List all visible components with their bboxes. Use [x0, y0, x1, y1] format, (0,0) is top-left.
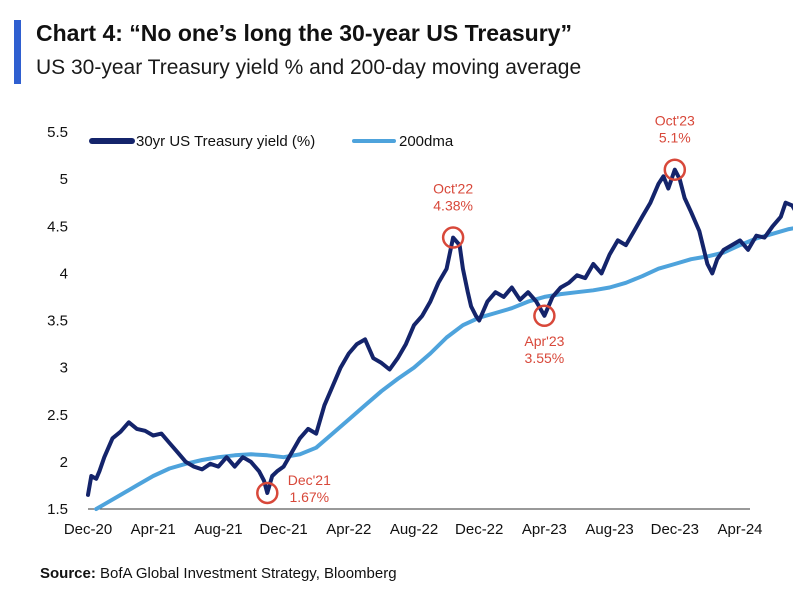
annotation-label-value: 5.1%: [659, 130, 691, 146]
source-text: BofA Global Investment Strategy, Bloombe…: [95, 565, 397, 582]
y-axis: 1.5 2 2.5 3 3.5 4 4.5 5 5.5: [47, 124, 68, 518]
x-tick-label: Aug-21: [194, 521, 242, 538]
annotation-label-value: 3.55%: [525, 350, 565, 366]
title-accent-bar: [14, 20, 21, 84]
x-tick-label: Dec-21: [259, 521, 307, 538]
x-tick-label: Apr-24: [717, 521, 762, 538]
annotation-layer: Dec'211.67% Oct'224.38% Apr'233.55% Oct'235…: [256, 113, 793, 505]
chart-title: Chart 4: “No one’s long the 30-year US T…: [36, 20, 572, 46]
x-tick-label: Apr-22: [326, 521, 371, 538]
y-tick-label: 3: [60, 360, 68, 377]
x-tick-label: Dec-22: [455, 521, 503, 538]
y-tick-label: 4.5: [47, 218, 68, 235]
y-tick-label: 2: [60, 454, 68, 471]
x-tick-label: Apr-21: [131, 521, 176, 538]
source-label: Source:: [40, 565, 96, 582]
annotation-label-date: Oct'23: [655, 113, 695, 129]
series-line-200dma: [94, 226, 793, 511]
y-tick-label: 5: [60, 171, 68, 188]
x-tick-label: Aug-23: [585, 521, 633, 538]
series-line-30yr-yield: [86, 167, 793, 497]
x-tick-label: Apr-23: [522, 521, 567, 538]
x-axis: Dec-20 Apr-21 Aug-21 Dec-21 Apr-22 Aug-22 Dec-…: [64, 508, 763, 538]
series-layer: [86, 167, 793, 511]
annotation-circle: [663, 158, 687, 181]
annotation-circle: [256, 481, 279, 505]
annotation-label-date: Dec'21: [288, 472, 331, 488]
x-tick-label: Aug-22: [390, 521, 438, 538]
annotation-label-value: 4.38%: [433, 198, 473, 214]
source-note: Source: BofA Global Investment Strategy,…: [40, 565, 397, 582]
y-tick-label: 2.5: [47, 407, 68, 424]
legend: 30yr US Treasury yield (%) 200dma: [89, 133, 454, 150]
y-tick-label: 5.5: [47, 124, 68, 141]
legend-label-dma: 200dma: [399, 133, 454, 150]
x-tick-label: Dec-20: [64, 521, 112, 538]
y-tick-label: 4: [60, 265, 68, 282]
chart-subtitle: US 30-year Treasury yield % and 200-day …: [36, 56, 582, 79]
legend-label-yield: 30yr US Treasury yield (%): [136, 133, 315, 150]
annotation-circle: [441, 226, 465, 249]
annotation-label-value: 1.67%: [289, 489, 329, 505]
x-tick-label: Dec-23: [651, 521, 699, 538]
y-tick-label: 3.5: [47, 313, 68, 330]
y-tick-label: 1.5: [47, 501, 68, 518]
annotation-label-date: Oct'22: [433, 181, 473, 197]
chart-area: 1.522.533.544.555.5 Dec-20 Apr-21 Aug-21 De…: [47, 113, 793, 538]
annotation-circle: [533, 304, 556, 328]
annotation-label-date: Apr'23: [524, 333, 564, 349]
